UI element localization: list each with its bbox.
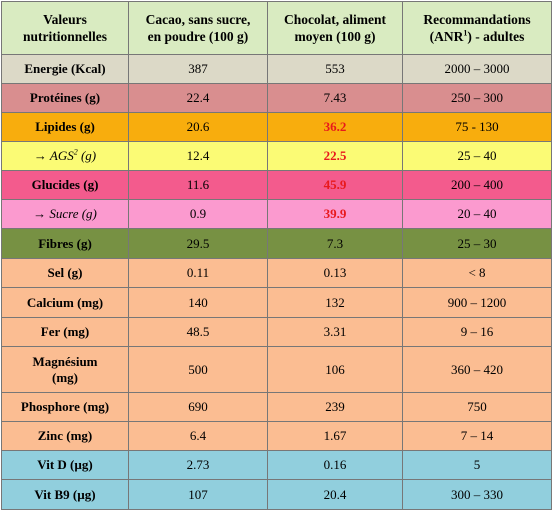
row-label-text: Sucre (g) xyxy=(49,206,97,221)
table-row: Fer (mg) 48.5 3.31 9 – 16 xyxy=(1,317,552,347)
header-cacao: Cacao, sans sucre, en poudre (100 g) xyxy=(128,1,268,55)
header-recommandations: Recommandations (ANR1) - adultes xyxy=(402,1,552,55)
chocolat-value-highlighted: 36.2 xyxy=(267,112,403,142)
row-label: → AGS2 (g) xyxy=(1,141,129,171)
cacao-value: 500 xyxy=(128,346,268,393)
row-label: Vit D (µg) xyxy=(1,450,129,480)
chocolat-value: 1.67 xyxy=(267,421,403,451)
chocolat-value: 20.4 xyxy=(267,479,403,510)
row-label: Glucides (g) xyxy=(1,170,129,200)
cacao-value: 140 xyxy=(128,287,268,318)
cacao-value: 12.4 xyxy=(128,141,268,171)
table-row: Sel (g) 0.11 0.13 < 8 xyxy=(1,258,552,288)
row-label-text: Magnésium xyxy=(32,353,98,369)
nutrition-table: Valeurs nutritionnelles Cacao, sans sucr… xyxy=(1,1,552,510)
table-row: Magnésium (mg) 500 106 360 – 420 xyxy=(1,346,552,393)
recommendation-value: 360 – 420 xyxy=(402,346,552,393)
footnote-marker: 1 xyxy=(463,28,468,38)
cacao-value: 107 xyxy=(128,479,268,510)
row-label-unit: (g) xyxy=(77,148,97,163)
chocolat-value: 3.31 xyxy=(267,317,403,347)
recommendation-value: 200 – 400 xyxy=(402,170,552,200)
header-text: (ANR xyxy=(429,29,464,44)
table-row: Fibres (g) 29.5 7.3 25 – 30 xyxy=(1,228,552,259)
recommendation-value: 25 – 40 xyxy=(402,141,552,171)
row-label-unit: (mg) xyxy=(52,369,78,385)
cacao-value: 0.11 xyxy=(128,258,268,288)
row-label: Protéines (g) xyxy=(1,83,129,113)
chocolat-value: 239 xyxy=(267,392,403,422)
row-label: Fibres (g) xyxy=(1,228,129,259)
chocolat-value: 7.43 xyxy=(267,83,403,113)
recommendation-value: 750 xyxy=(402,392,552,422)
cacao-value: 2.73 xyxy=(128,450,268,480)
chocolat-value: 132 xyxy=(267,287,403,318)
header-text: nutritionnelles xyxy=(22,29,107,44)
row-label: Energie (Kcal) xyxy=(1,54,129,84)
footnote-marker: 2 xyxy=(73,147,78,157)
recommendation-value: < 8 xyxy=(402,258,552,288)
cacao-value: 6.4 xyxy=(128,421,268,451)
chocolat-value: 0.16 xyxy=(267,450,403,480)
cacao-value: 29.5 xyxy=(128,228,268,259)
header-text: Recommandations xyxy=(423,12,531,27)
cacao-value: 20.6 xyxy=(128,112,268,142)
recommendation-value: 300 – 330 xyxy=(402,479,552,510)
chocolat-value: 0.13 xyxy=(267,258,403,288)
header-text: Chocolat, aliment xyxy=(284,12,386,27)
chocolat-value: 7.3 xyxy=(267,228,403,259)
table-row: Energie (Kcal) 387 553 2000 – 3000 xyxy=(1,54,552,84)
recommendation-value: 9 – 16 xyxy=(402,317,552,347)
chocolat-value-highlighted: 39.9 xyxy=(267,199,403,229)
table-row: Phosphore (mg) 690 239 750 xyxy=(1,392,552,422)
table-row: Zinc (mg) 6.4 1.67 7 – 14 xyxy=(1,421,552,451)
table-row: → AGS2 (g) 12.4 22.5 25 – 40 xyxy=(1,141,552,171)
row-label: Phosphore (mg) xyxy=(1,392,129,422)
row-label: Calcium (mg) xyxy=(1,287,129,318)
recommendation-value: 5 xyxy=(402,450,552,480)
row-label: Lipides (g) xyxy=(1,112,129,142)
table-row: Glucides (g) 11.6 45.9 200 – 400 xyxy=(1,170,552,200)
row-label: Magnésium (mg) xyxy=(1,346,129,393)
row-label: → Sucre (g) xyxy=(1,199,129,229)
chocolat-value: 106 xyxy=(267,346,403,393)
table-row: Vit D (µg) 2.73 0.16 5 xyxy=(1,450,552,480)
chocolat-value-highlighted: 45.9 xyxy=(267,170,403,200)
cacao-value: 0.9 xyxy=(128,199,268,229)
cacao-value: 11.6 xyxy=(128,170,268,200)
row-label: Fer (mg) xyxy=(1,317,129,347)
recommendation-value: 900 – 1200 xyxy=(402,287,552,318)
row-label: Sel (g) xyxy=(1,258,129,288)
header-text: ) - adultes xyxy=(467,29,525,44)
chocolat-value-highlighted: 22.5 xyxy=(267,141,403,171)
recommendation-value: 2000 – 3000 xyxy=(402,54,552,84)
header-text: moyen (100 g) xyxy=(294,29,376,44)
row-label: Zinc (mg) xyxy=(1,421,129,451)
header-text: Valeurs xyxy=(43,12,87,27)
recommendation-value: 75 - 130 xyxy=(402,112,552,142)
table-row: Lipides (g) 20.6 36.2 75 - 130 xyxy=(1,112,552,142)
arrow-right-icon: → xyxy=(33,206,47,221)
header-row: Valeurs nutritionnelles Cacao, sans sucr… xyxy=(1,1,552,55)
cacao-value: 690 xyxy=(128,392,268,422)
row-label: Vit B9 (µg) xyxy=(1,479,129,510)
table-row: → Sucre (g) 0.9 39.9 20 – 40 xyxy=(1,199,552,229)
header-text: Cacao, sans sucre, xyxy=(145,12,251,27)
row-label-text: AGS xyxy=(49,148,74,163)
header-nutritional-values: Valeurs nutritionnelles xyxy=(1,1,129,55)
table-row: Protéines (g) 22.4 7.43 250 – 300 xyxy=(1,83,552,113)
recommendation-value: 7 – 14 xyxy=(402,421,552,451)
recommendation-value: 25 – 30 xyxy=(402,228,552,259)
table-row: Vit B9 (µg) 107 20.4 300 – 330 xyxy=(1,479,552,510)
cacao-value: 48.5 xyxy=(128,317,268,347)
header-chocolat: Chocolat, aliment moyen (100 g) xyxy=(267,1,403,55)
cacao-value: 387 xyxy=(128,54,268,84)
table-row: Calcium (mg) 140 132 900 – 1200 xyxy=(1,287,552,318)
arrow-right-icon: → xyxy=(33,148,47,163)
cacao-value: 22.4 xyxy=(128,83,268,113)
header-text: en poudre (100 g) xyxy=(147,29,249,44)
recommendation-value: 250 – 300 xyxy=(402,83,552,113)
recommendation-value: 20 – 40 xyxy=(402,199,552,229)
chocolat-value: 553 xyxy=(267,54,403,84)
